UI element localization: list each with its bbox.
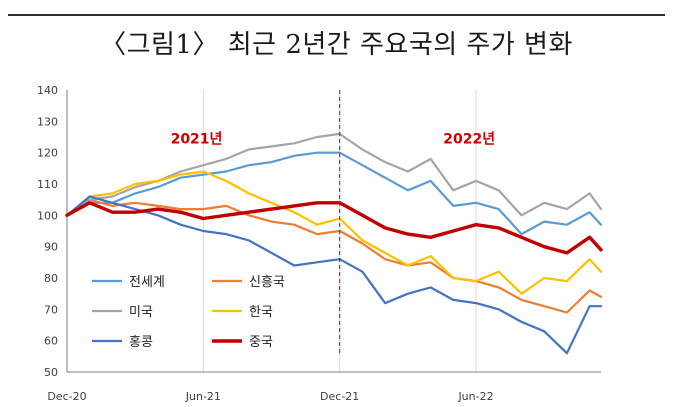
- line-chart: 50 60 70 80 90 100 110 120 130 140 Dec-20 Jun-21 Dec…: [37, 84, 603, 403]
- y-tick-label: 60: [44, 335, 58, 348]
- y-tick-label: 100: [37, 209, 58, 222]
- y-tick-label: 110: [37, 178, 58, 191]
- legend-label: 전세계: [129, 275, 165, 290]
- x-tick-label: Dec-20: [47, 390, 86, 403]
- series-line-2: [65, 198, 603, 314]
- x-tick-label: Jun-22: [457, 390, 493, 403]
- figure-title-band: 〈그림1〉 최근 2년간 주요국의 주가 변화: [8, 16, 665, 68]
- chart-area: 50 60 70 80 90 100 110 120 130 140 Dec-20 Jun-21 Dec…: [0, 68, 673, 403]
- year-annotation: 2022년: [443, 131, 495, 147]
- annotation-layer: 2021년 2022년: [171, 90, 495, 354]
- title-rule-top: [8, 14, 665, 16]
- x-tick-label: Jun-21: [185, 390, 221, 403]
- grid-layer: [66, 90, 477, 372]
- series-layer: [65, 132, 603, 355]
- y-tick-label: 70: [44, 303, 58, 316]
- legend-label: 중국: [249, 335, 273, 350]
- year-annotation: 2021년: [171, 131, 223, 147]
- legend-label: 한국: [249, 305, 273, 320]
- y-tick-label: 120: [37, 147, 58, 160]
- legend-label: 신흥국: [249, 275, 285, 290]
- x-tick-label: Dec-21: [320, 390, 359, 403]
- series-line-1: [65, 151, 603, 236]
- y-tick-label: 90: [44, 241, 58, 254]
- y-tick-label: 80: [44, 272, 58, 285]
- series-line-6: [65, 201, 603, 255]
- y-tick-label: 140: [37, 84, 58, 97]
- figure-title: 〈그림1〉 최근 2년간 주요국의 주가 변화: [100, 29, 573, 60]
- y-tick-label: 50: [44, 366, 58, 379]
- y-tick-label: 130: [37, 115, 58, 128]
- legend-label: 미국: [129, 305, 153, 320]
- axis-layer: 50 60 70 80 90 100 110 120 130 140 Dec-20 Jun-21 Dec…: [37, 84, 601, 403]
- legend-label: 홍콩: [129, 335, 153, 350]
